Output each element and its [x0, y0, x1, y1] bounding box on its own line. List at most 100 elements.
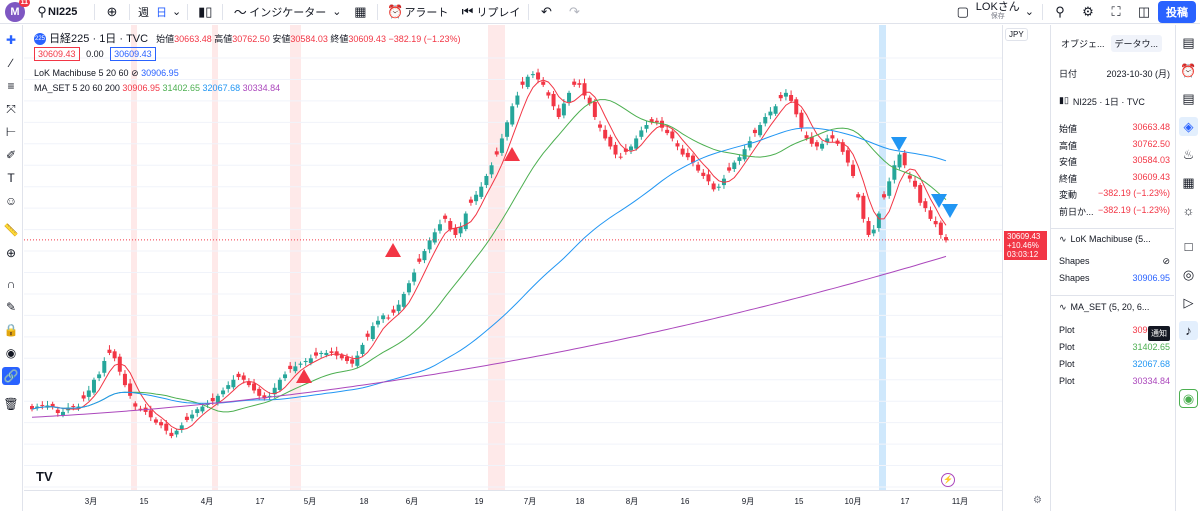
prediction-icon[interactable]: ⊢	[5, 125, 17, 139]
text-icon[interactable]: T	[7, 171, 15, 185]
layout-name-button[interactable]: ▢ LOKさん 保存 ⌄	[949, 0, 1039, 24]
lock-icon[interactable]: 🔒	[3, 323, 19, 337]
alert-button[interactable]: ⏰ アラート	[387, 3, 449, 19]
calendar-icon[interactable]: ▦	[1182, 174, 1195, 190]
zoom-in-icon[interactable]: ⊕	[5, 246, 17, 260]
user-avatar[interactable]: M 11	[5, 0, 30, 22]
candle-body	[654, 120, 659, 123]
alarm-icon[interactable]: ⏰	[1180, 62, 1197, 78]
candle-body	[923, 201, 928, 209]
timeframe-week[interactable]: 週	[138, 6, 149, 19]
indicator-1-section[interactable]: ∿ LoK Machibuse (5...	[1059, 234, 1170, 245]
chart-type-button[interactable]: ▮▯	[191, 0, 219, 24]
layouts-button[interactable]: ▦	[346, 0, 374, 24]
candle-body	[690, 155, 695, 163]
snapshot-button[interactable]: ◫	[1130, 0, 1158, 24]
magnet-icon[interactable]: ∩	[6, 277, 16, 291]
candle-body	[252, 383, 257, 391]
candle-body	[210, 397, 215, 402]
pencil-lock-icon[interactable]: ✎	[5, 300, 17, 314]
compare-button[interactable]: ⊕	[98, 0, 126, 24]
candle-body	[272, 387, 277, 395]
indicator-1-legend[interactable]: LoK Machibuse 5 20 60 ⊘ 30906.95	[34, 68, 179, 79]
watchlist-icon[interactable]: ▤	[1182, 34, 1195, 50]
row-value: 32067.68	[1132, 359, 1170, 369]
candle-body	[97, 374, 102, 379]
candle-body	[520, 81, 525, 85]
chart-pane[interactable]: 34000.0033600.0033200.0032800.0032400.00…	[24, 25, 1049, 511]
emoji-icon[interactable]: ☺	[4, 194, 18, 208]
trend-line-icon[interactable]: ∕	[9, 56, 12, 70]
publish-button[interactable]: 投稿	[1158, 0, 1196, 23]
candle-body	[215, 395, 220, 404]
gear-icon: ⚙	[1082, 3, 1094, 19]
tab-data-window[interactable]: データウ...	[1110, 35, 1163, 52]
crosshair-icon[interactable]: ✚	[5, 33, 17, 47]
lightning-icon[interactable]: ⚡	[941, 473, 955, 487]
candle-body	[902, 152, 907, 166]
candle-body	[396, 304, 401, 312]
row-label: 高値	[1059, 140, 1078, 151]
pattern-icon[interactable]: ⤧	[6, 101, 16, 116]
candle-body	[525, 76, 530, 87]
candle-body	[190, 414, 195, 419]
redo-button[interactable]: ↷	[560, 0, 588, 24]
candle-body	[169, 432, 174, 437]
sell-box[interactable]: 30609.43	[34, 47, 80, 61]
price-axis[interactable]	[1002, 25, 1049, 511]
candle-body	[148, 410, 153, 418]
candle-body	[30, 406, 34, 410]
time-tick-label: 11月	[952, 497, 968, 506]
indicators-button[interactable]: 〜インジケーター ⌄	[226, 0, 346, 24]
candle-body	[608, 136, 613, 147]
candle-body	[479, 186, 484, 197]
tab-objects[interactable]: オブジェ...	[1061, 39, 1105, 49]
candle-body	[381, 315, 386, 320]
candle-body	[231, 379, 236, 388]
quick-search-button[interactable]: ⚲	[1046, 0, 1074, 24]
timeframe-dropdown[interactable]: ⌄	[169, 0, 184, 24]
timeframe-day[interactable]: 日	[156, 6, 167, 19]
candle-body	[830, 135, 835, 139]
trash-icon[interactable]: 🗑	[3, 397, 19, 411]
candle-body	[50, 403, 55, 407]
indicator-2-section[interactable]: ∿ MA_SET (5, 20, 6...	[1059, 302, 1170, 313]
buy-box[interactable]: 30609.43	[110, 47, 156, 61]
candle-body	[401, 293, 406, 307]
date-label: 日付	[1059, 69, 1078, 79]
indicator-2-legend[interactable]: MA_SET 5 20 60 200 30906.95 31402.65 320…	[34, 83, 280, 93]
row-value: 30334.84	[1132, 376, 1170, 386]
change-value: −382.19 (−1.23%)	[388, 34, 461, 44]
settings-button[interactable]: ⚙	[1074, 0, 1102, 24]
hotlist-icon[interactable]: ♨	[1182, 146, 1195, 162]
ruler-icon[interactable]: 📏	[3, 223, 19, 237]
candle-body	[696, 164, 701, 171]
axis-settings-icon[interactable]: ⚙	[1033, 495, 1042, 506]
row-value: 30762.50	[1132, 138, 1170, 149]
chat-icon[interactable]: □	[1184, 239, 1193, 254]
brush-icon[interactable]: ✐	[5, 148, 17, 162]
row-label: 始値	[1059, 124, 1078, 134]
symbol-search[interactable]: ⚲ NI225	[37, 3, 78, 19]
news-icon[interactable]: ▤	[1182, 90, 1195, 106]
time-axis[interactable]	[24, 490, 1002, 511]
link-icon[interactable]: 🔗	[2, 367, 20, 385]
settings-icon[interactable]: ⊘	[131, 68, 139, 78]
replay-button[interactable]: ⏮ リプレイ	[453, 0, 525, 24]
play-icon[interactable]: ▷	[1183, 294, 1194, 310]
layers-icon[interactable]: ◈	[1179, 117, 1198, 136]
candle-body	[236, 373, 241, 378]
symbol-section-header[interactable]: ▮▯ NI225 · 1日 · TVC	[1059, 95, 1170, 108]
undo-button[interactable]: ↶	[532, 0, 560, 24]
bell-icon[interactable]: ♪	[1179, 321, 1198, 340]
time-tick-label: 17	[901, 497, 910, 506]
fib-icon[interactable]: ≡	[7, 79, 15, 93]
help-icon[interactable]: ◉	[1179, 389, 1198, 408]
bar-timer: 03:03:12	[1007, 249, 1039, 259]
currency-button[interactable]: JPY	[1005, 28, 1028, 41]
fullscreen-button[interactable]: ⛶	[1102, 0, 1130, 24]
ideas-icon[interactable]: ☼	[1182, 203, 1195, 218]
stream-icon[interactable]: ◎	[1182, 266, 1195, 282]
date-value: 2023-10-30 (月)	[1106, 69, 1170, 79]
eye-icon[interactable]: ◉	[5, 346, 17, 360]
